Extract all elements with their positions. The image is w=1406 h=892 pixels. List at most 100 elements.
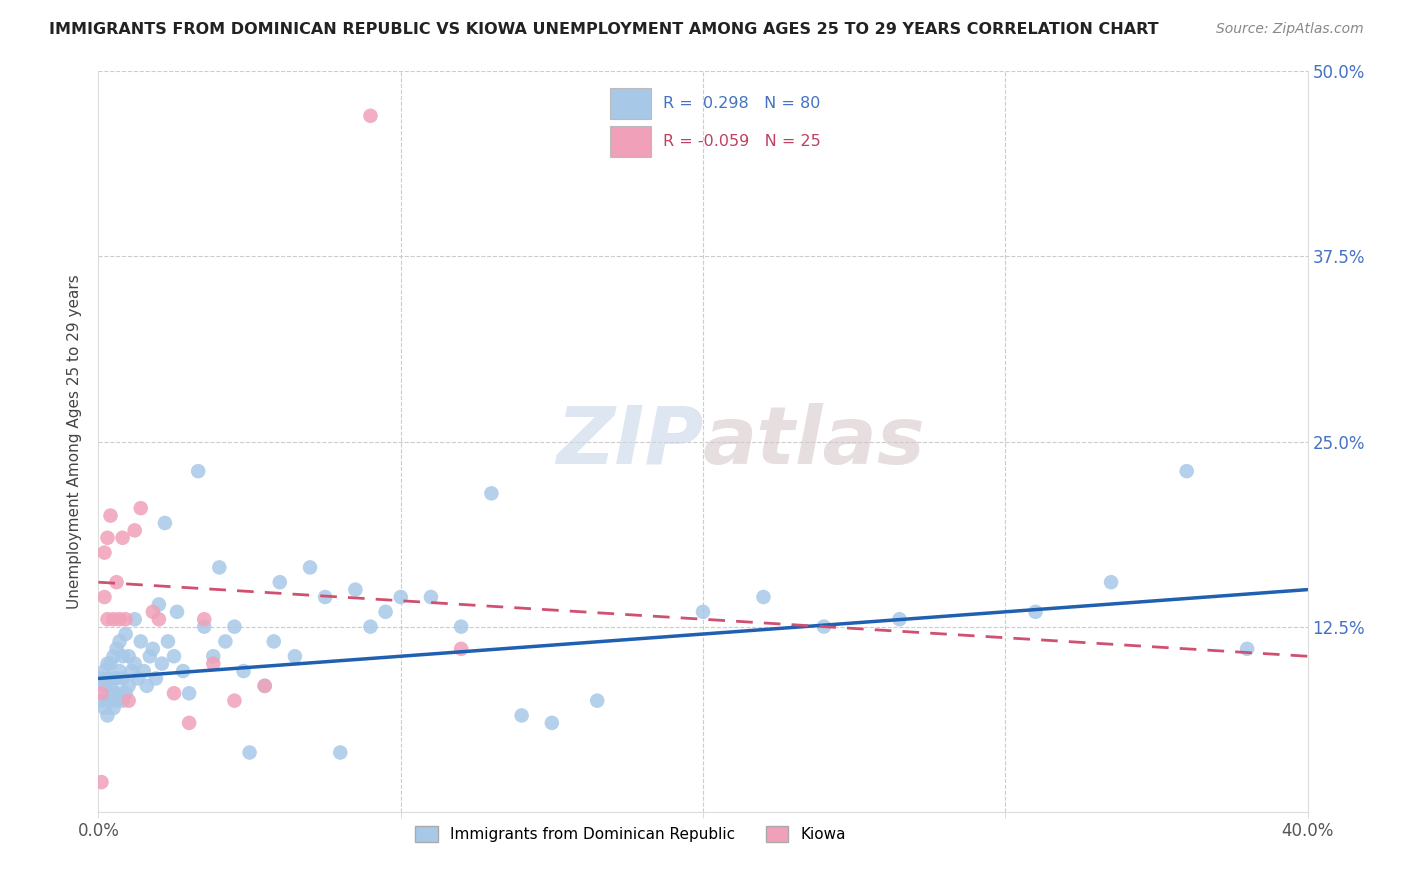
Point: [96, 672, 118, 686]
Point: [187, 464, 209, 478]
Point: [208, 560, 231, 574]
Point: [314, 590, 336, 604]
Point: [118, 679, 141, 693]
Point: [179, 715, 201, 730]
Point: [889, 612, 911, 626]
Point: [96, 694, 118, 708]
Y-axis label: Unemployment Among Ages 25 to 29 years: Unemployment Among Ages 25 to 29 years: [67, 274, 83, 609]
Point: [124, 524, 146, 538]
Point: [450, 641, 472, 656]
Point: [253, 679, 276, 693]
Point: [93, 590, 115, 604]
Point: [90, 672, 112, 686]
Point: [360, 109, 382, 123]
Point: [114, 686, 136, 700]
Point: [148, 612, 170, 626]
Point: [1175, 464, 1198, 478]
Text: atlas: atlas: [703, 402, 925, 481]
Point: [114, 612, 136, 626]
Point: [96, 708, 118, 723]
Text: IMMIGRANTS FROM DOMINICAN REPUBLIC VS KIOWA UNEMPLOYMENT AMONG AGES 25 TO 29 YEA: IMMIGRANTS FROM DOMINICAN REPUBLIC VS KI…: [49, 22, 1159, 37]
Point: [118, 649, 141, 664]
Point: [96, 657, 118, 671]
Point: [224, 619, 246, 633]
Point: [360, 619, 382, 633]
Point: [100, 694, 122, 708]
Point: [284, 649, 307, 664]
Point: [93, 546, 115, 560]
Legend: Immigrants from Dominican Republic, Kiowa: Immigrants from Dominican Republic, Kiow…: [409, 821, 852, 848]
Point: [103, 649, 125, 664]
Point: [692, 605, 714, 619]
Point: [156, 634, 179, 648]
Point: [111, 649, 134, 664]
Point: [481, 486, 503, 500]
Point: [202, 657, 225, 671]
Point: [105, 575, 128, 590]
Point: [202, 649, 225, 664]
Point: [96, 531, 118, 545]
Point: [93, 679, 115, 693]
Point: [450, 619, 472, 633]
Point: [124, 657, 146, 671]
Point: [239, 746, 262, 760]
Point: [90, 775, 112, 789]
Point: [420, 590, 443, 604]
Point: [193, 612, 215, 626]
Point: [179, 686, 201, 700]
Point: [127, 672, 149, 686]
Point: [103, 672, 125, 686]
Point: [114, 627, 136, 641]
Point: [145, 672, 167, 686]
Point: [232, 664, 254, 678]
Point: [263, 634, 285, 648]
Point: [108, 612, 131, 626]
Point: [813, 619, 835, 633]
Point: [100, 508, 122, 523]
Text: ZIP: ZIP: [555, 402, 703, 481]
Point: [163, 686, 186, 700]
Point: [1236, 641, 1258, 656]
Point: [224, 694, 246, 708]
Point: [121, 664, 143, 678]
Point: [100, 679, 122, 693]
Point: [129, 501, 152, 516]
Point: [193, 619, 215, 633]
Point: [1024, 605, 1046, 619]
Point: [299, 560, 322, 574]
Point: [93, 664, 115, 678]
Point: [93, 701, 115, 715]
Point: [344, 582, 367, 597]
Point: [153, 516, 176, 530]
Point: [90, 686, 112, 700]
Point: [103, 701, 125, 715]
Point: [269, 575, 291, 590]
Point: [118, 694, 141, 708]
Point: [142, 605, 165, 619]
Point: [540, 715, 562, 730]
Point: [108, 634, 131, 648]
Point: [108, 664, 131, 678]
Point: [150, 657, 173, 671]
Point: [510, 708, 533, 723]
Point: [103, 612, 125, 626]
Point: [142, 641, 165, 656]
Point: [90, 694, 112, 708]
Text: Source: ZipAtlas.com: Source: ZipAtlas.com: [1216, 22, 1364, 37]
Point: [374, 605, 396, 619]
Point: [108, 686, 131, 700]
Point: [105, 694, 128, 708]
Point: [586, 694, 609, 708]
Point: [124, 612, 146, 626]
Point: [329, 746, 352, 760]
Point: [100, 657, 122, 671]
Point: [111, 672, 134, 686]
Point: [389, 590, 412, 604]
Point: [105, 641, 128, 656]
Point: [253, 679, 276, 693]
Point: [135, 679, 157, 693]
Point: [111, 694, 134, 708]
Point: [752, 590, 775, 604]
Point: [132, 664, 155, 678]
Point: [111, 531, 134, 545]
